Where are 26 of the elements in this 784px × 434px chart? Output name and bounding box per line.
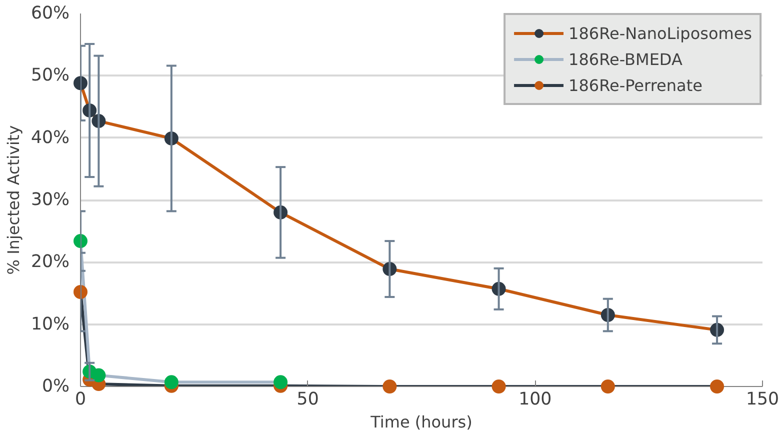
point — [74, 234, 88, 248]
y-tick-label: 20% — [30, 252, 70, 272]
point — [492, 380, 506, 394]
x-tick-label: 0 — [74, 390, 86, 410]
point — [600, 380, 615, 394]
point — [74, 285, 88, 299]
legend-label: 186Re-BMEDA — [568, 50, 682, 68]
y-axis-title: % Injected Activity — [4, 125, 23, 275]
x-tick-label: 150 — [746, 390, 780, 410]
y-tick-label: 40% — [30, 128, 70, 148]
legend-label: 186Re-NanoLiposomes — [568, 24, 752, 42]
point — [164, 375, 178, 390]
x-axis-title: Time (hours) — [370, 412, 472, 432]
legend-label: 186Re-Perrenate — [568, 76, 702, 94]
y-tick-label: 0% — [42, 376, 70, 396]
point — [710, 380, 724, 394]
y-tick-label: 10% — [30, 314, 70, 334]
point — [274, 375, 288, 390]
y-tick-label: 60% — [30, 4, 70, 24]
point — [382, 380, 397, 394]
y-tick-label: 50% — [30, 66, 70, 86]
x-tick-label: 50 — [296, 390, 319, 410]
y-tick-label: 30% — [30, 190, 70, 210]
point — [92, 368, 106, 382]
point — [74, 76, 88, 90]
x-tick-label: 100 — [518, 390, 552, 410]
